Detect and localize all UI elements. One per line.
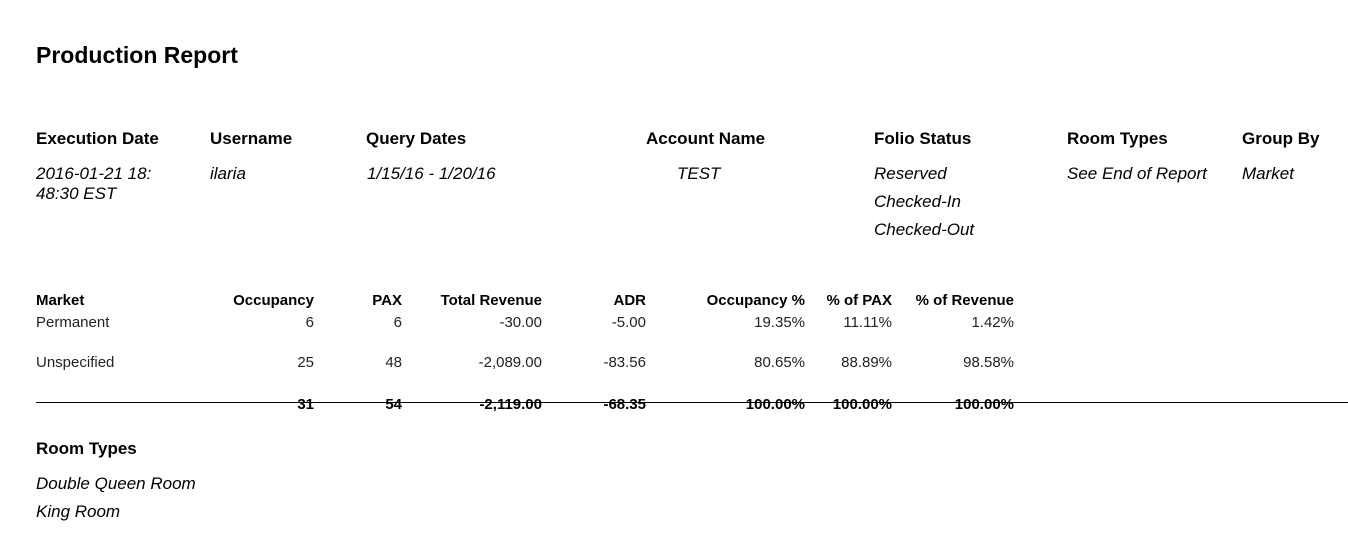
- account-name-label: Account Name: [646, 129, 766, 148]
- column-header: ADR: [613, 292, 647, 309]
- table-row: Permanent 6 6 -30.00 -5.00 19.35% 11.11%…: [36, 314, 1014, 354]
- table-cell: 19.35%: [754, 314, 805, 331]
- table-cell: Unspecified: [36, 354, 115, 371]
- room-types-label: Room Types: [1067, 129, 1168, 148]
- group-by-label: Group By: [1242, 129, 1320, 148]
- table-cell: 48: [385, 354, 402, 371]
- table-cell: -30.00: [499, 314, 542, 331]
- room-types-list: Double Queen Room King Room: [36, 474, 196, 530]
- folio-status-item: Checked-Out: [874, 220, 975, 239]
- table-cell: -5.00: [611, 314, 646, 331]
- totals-divider: [36, 402, 1348, 403]
- column-header: PAX: [372, 292, 402, 309]
- table-cell: 1.42%: [971, 314, 1014, 331]
- total-cell: 54: [385, 396, 402, 413]
- table-cell: 11.11%: [843, 314, 892, 331]
- room-type-item: Double Queen Room: [36, 474, 196, 493]
- column-header: % of Revenue: [915, 292, 1014, 309]
- table-cell: 25: [297, 354, 314, 371]
- column-header: % of PAX: [826, 292, 892, 309]
- total-cell: 31: [297, 396, 314, 413]
- table-header-row: Market Occupancy PAX Total Revenue ADR O…: [36, 292, 1014, 314]
- username-label: Username: [210, 129, 293, 148]
- room-types-heading: Room Types: [36, 439, 137, 458]
- total-cell: 100.00%: [954, 396, 1014, 413]
- folio-status-list: Reserved Checked-In Checked-Out: [874, 164, 974, 248]
- column-header: Occupancy %: [706, 292, 805, 309]
- total-cell: [36, 394, 196, 414]
- total-cell: -68.35: [603, 396, 646, 413]
- report-title: Production Report: [36, 42, 238, 68]
- column-header: Total Revenue: [440, 292, 542, 309]
- total-cell: 100.00%: [832, 396, 892, 413]
- total-cell: -2,119.00: [479, 396, 542, 413]
- table-cell: 6: [393, 314, 402, 331]
- table-cell: -2,089.00: [478, 354, 542, 371]
- table-cell: Permanent: [36, 314, 110, 331]
- folio-status-label: Folio Status: [874, 129, 972, 148]
- execution-date-value-line1: 2016-01-21 18:: [36, 164, 152, 183]
- execution-date-value: 2016-01-21 18: 48:30 EST: [36, 164, 151, 204]
- table-cell: 88.89%: [841, 354, 892, 371]
- execution-date-value-line2: 48:30 EST: [36, 184, 117, 203]
- query-dates-label: Query Dates: [366, 129, 467, 148]
- username-value: ilaria: [210, 164, 246, 183]
- folio-status-item: Reserved: [874, 164, 947, 183]
- table-cell: 6: [305, 314, 314, 331]
- table-cell: 80.65%: [754, 354, 805, 371]
- query-dates-value: 1/15/16 - 1/20/16: [367, 164, 496, 183]
- room-type-item: King Room: [36, 502, 121, 521]
- market-table: Market Occupancy PAX Total Revenue ADR O…: [36, 292, 1014, 414]
- total-cell: 100.00%: [745, 396, 805, 413]
- totals-row: 31 54 -2,119.00 -68.35 100.00% 100.00% 1…: [36, 394, 1014, 414]
- folio-status-item: Checked-In: [874, 192, 961, 211]
- table-row: Unspecified 25 48 -2,089.00 -83.56 80.65…: [36, 354, 1014, 394]
- execution-date-label: Execution Date: [36, 129, 159, 148]
- column-header: Occupancy: [233, 292, 314, 309]
- column-header: Market: [36, 292, 85, 309]
- table-cell: 98.58%: [963, 354, 1014, 371]
- group-by-value: Market: [1242, 164, 1294, 183]
- table-cell: -83.56: [603, 354, 646, 371]
- room-types-value: See End of Report: [1067, 164, 1207, 183]
- account-name-value: TEST: [677, 164, 721, 183]
